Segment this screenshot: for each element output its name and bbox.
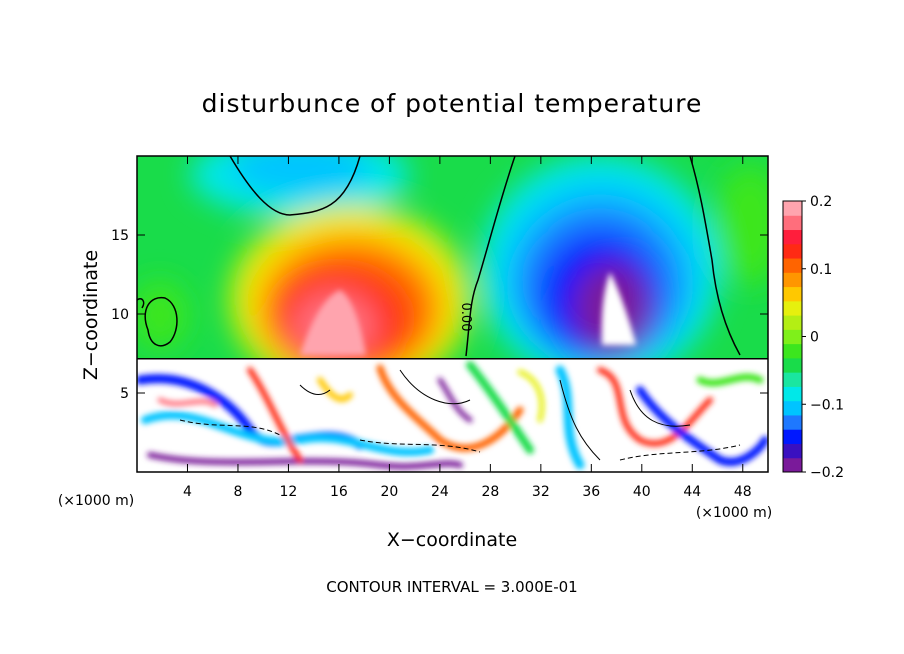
y-tick-label: 15 [111,228,129,244]
turb-band-10 [696,373,764,387]
turbulent-layer [137,358,768,472]
colorbar-swatch [783,443,802,459]
turb-band-4 [247,367,303,463]
y-tick-label: 10 [111,307,129,323]
turb-band-14 [437,377,473,423]
colorbar-tick-label: 0 [810,330,819,346]
colorbar-tick-label: −0.1 [810,397,844,413]
turb-band-8 [597,367,713,447]
plot-area [137,156,768,472]
cold-core [601,272,636,345]
turb-band-2 [141,411,434,457]
colorbar [783,201,802,473]
right-edge-green [715,165,768,285]
x-tick-label: 24 [431,484,449,500]
contour-zero-cap [229,156,361,216]
x-tick-label: 16 [330,484,348,500]
colorbar-ticks: 0.2 0.1 0 −0.1 −0.2 [802,194,844,481]
x-tick-label: 36 [582,484,600,500]
x-tick-label: 44 [683,484,701,500]
colorbar-swatch [783,243,802,259]
colorbar-swatch [783,372,802,387]
y-axis-unit: (×1000 m) [696,505,772,521]
contour-lower [299,369,691,461]
contour-zero-right [689,156,741,356]
upper-field-highlights [300,272,636,355]
x-tick-label: 20 [380,484,398,500]
colorbar-tick-label: 0.2 [810,194,832,210]
x-tick-label: 8 [233,484,242,500]
colorbar-swatch [783,357,802,373]
colorbar-swatch [783,272,802,288]
contour-interval-note: CONTOUR INTERVAL = 3.000E-01 [326,578,577,596]
turb-band-7 [555,365,585,470]
x-axis: 4 8 12 16 20 24 28 32 36 40 44 48 [183,156,752,500]
left-edge-green [137,281,188,349]
colorbar-swatch [783,315,802,330]
warm-core [300,290,366,355]
contour-negative [179,419,741,461]
x-axis-unit: (×1000 m) [58,493,134,509]
contour-lines [137,156,741,461]
cold-cap-inner [230,156,370,194]
x-tick-label: 12 [280,484,298,500]
colorbar-swatch [783,201,802,216]
colorbar-swatch [783,215,802,231]
contour-label: 0.00 [458,303,473,332]
colorbar-swatch [783,400,802,416]
x-tick-label: 32 [532,484,550,500]
turb-band-12 [157,397,218,408]
colorbar-swatch [783,329,802,345]
x-tick-label: 48 [734,484,752,500]
contour-edge [137,297,145,309]
y-axis-label: Z−coordinate [80,250,102,380]
turbulent-structures [137,361,768,470]
colorbar-swatch [783,229,802,245]
x-tick-label: 4 [183,484,192,500]
y-axis: 5 10 15 [111,228,768,402]
chart-title: disturbunce of potential temperature [202,89,703,118]
colorbar-tick-label: −0.2 [810,465,844,481]
y-tick-label: 5 [120,386,129,402]
colorbar-swatch [783,457,802,473]
colorbar-swatch [783,414,802,430]
turb-band-13 [517,369,545,423]
turb-band-11 [317,377,353,402]
x-tick-label: 28 [481,484,499,500]
turb-band-5 [376,364,524,452]
colorbar-swatch [783,300,802,316]
contour-left-loop [144,296,178,347]
colorbar-swatch [783,258,802,273]
colorbar-tick-label: 0.1 [810,262,832,278]
colorbar-swatch [783,386,802,402]
turb-band-6 [466,361,534,454]
contour-zero-left [465,156,516,357]
colorbar-swatch [783,343,802,359]
colorbar-swatch [783,286,802,302]
turb-band-9 [636,386,768,466]
colorbar-swatch [783,429,802,444]
turb-band-3 [147,452,463,470]
x-tick-label: 40 [633,484,651,500]
x-axis-label: X−coordinate [387,529,517,551]
